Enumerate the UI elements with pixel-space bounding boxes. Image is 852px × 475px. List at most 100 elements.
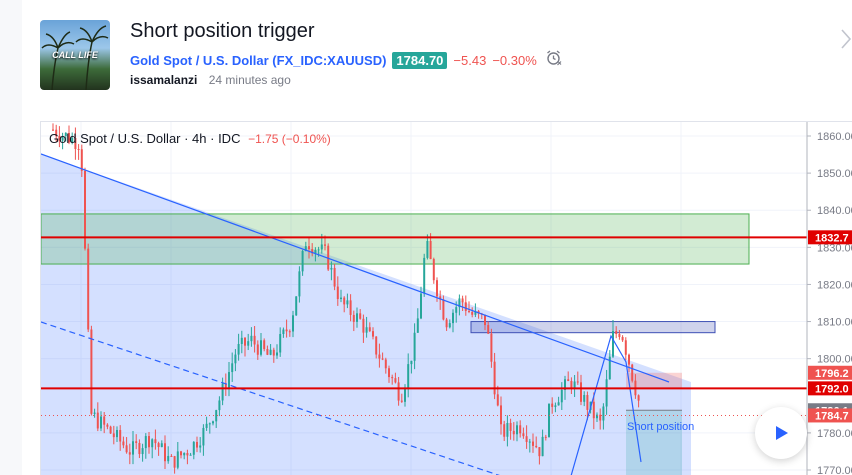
candle-body — [461, 298, 464, 303]
candle-body — [519, 425, 522, 434]
price-badge: 1784.70 — [392, 51, 448, 69]
candle-body — [160, 443, 163, 448]
candle-body — [394, 378, 397, 383]
alarm-clock-icon[interactable] — [545, 49, 562, 71]
candle-body — [407, 364, 410, 388]
candle-body — [90, 329, 93, 414]
candle-body — [292, 315, 294, 332]
candle-body — [605, 379, 608, 407]
candle-body — [256, 344, 259, 355]
candle-body — [410, 360, 413, 365]
candle-body — [64, 132, 67, 136]
candle-body — [580, 382, 582, 402]
candle-body — [180, 451, 182, 456]
candle-body — [196, 441, 198, 448]
dashed-trendline — [41, 321, 500, 475]
play-button[interactable] — [755, 407, 807, 459]
price-label: 1792.0 — [815, 383, 849, 395]
price-change: −5.43 — [453, 52, 487, 68]
candle-body — [260, 340, 262, 355]
price-label-bg — [808, 381, 852, 396]
candle-body — [618, 334, 621, 337]
author-name[interactable]: issamalanzi — [130, 73, 198, 87]
candle-body — [391, 377, 394, 379]
candle-body — [173, 456, 176, 468]
idea-thumbnail[interactable]: CALL LIFE — [40, 20, 110, 90]
idea-title[interactable]: Short position trigger — [130, 20, 315, 42]
candle-body — [125, 445, 128, 453]
candle-body — [506, 422, 509, 437]
candle-body — [154, 439, 157, 444]
symbol-line: Gold Spot / U.S. Dollar (FX_IDC:XAUUSD) … — [130, 49, 562, 71]
symbol-name-link[interactable]: Gold Spot / U.S. Dollar (FX_IDC:XAUUSD) — [130, 53, 386, 68]
candle-body — [471, 311, 474, 315]
projection-path — [570, 334, 642, 475]
candle-body — [378, 354, 381, 359]
resistance-trendline — [41, 153, 670, 383]
price-axis-label: 1780.00 — [817, 428, 852, 440]
candle-body — [624, 340, 627, 355]
chart-snapshot[interactable]: Short position 1860.00 1850.00 1840.00 1830.… — [40, 121, 852, 475]
candle-body — [429, 241, 432, 260]
candle-body — [218, 400, 221, 411]
candle-body — [509, 422, 512, 431]
candle-body — [141, 448, 144, 455]
candle-body — [573, 381, 576, 389]
idea-card: CALL LIFE Short position trigger Gold Sp… — [22, 0, 852, 475]
candle-body — [384, 359, 387, 369]
chart-legend-change: −1.75 (−0.10%) — [248, 132, 331, 146]
candle-body — [621, 336, 624, 341]
candle-body — [279, 334, 282, 353]
candle-body — [244, 337, 246, 346]
candle-body — [285, 329, 288, 332]
symbol-ticker: (FX_IDC:XAUUSD) — [272, 52, 387, 68]
candle-body — [615, 331, 618, 335]
candle-body — [532, 441, 534, 446]
published-time: 24 minutes ago — [208, 73, 291, 87]
price-axis-label: 1840.00 — [817, 205, 852, 217]
candle-body — [106, 424, 109, 427]
candle-body — [298, 271, 301, 297]
candle-body — [554, 405, 557, 407]
candle-body — [80, 149, 83, 171]
candle-body — [445, 319, 448, 328]
candle-body — [592, 401, 595, 419]
candle-body — [564, 379, 566, 390]
candle-body — [452, 312, 454, 324]
candle-body — [138, 442, 141, 455]
candle-body — [276, 352, 278, 356]
candle-body — [93, 412, 96, 414]
candle-body — [266, 349, 269, 355]
candle-body — [234, 354, 237, 364]
candle-body — [631, 364, 634, 381]
candle-body — [487, 325, 490, 334]
candle-body — [503, 424, 506, 437]
candle-body — [295, 296, 298, 316]
candle-body — [356, 313, 358, 322]
candle-body — [336, 286, 339, 300]
palm-trees-image — [41, 25, 109, 90]
candle-body — [544, 436, 547, 438]
candle-body — [602, 406, 605, 421]
candle-body — [599, 414, 602, 421]
candle-body — [128, 452, 131, 455]
candle-body — [359, 313, 362, 319]
candle-body — [516, 425, 518, 435]
candle-body — [541, 436, 544, 457]
candle-body — [221, 383, 224, 401]
candle-body — [432, 259, 435, 281]
candle-body — [74, 137, 77, 149]
candle-body — [263, 340, 266, 350]
candle-body — [484, 314, 486, 326]
candle-body — [317, 249, 320, 251]
candle-body — [551, 403, 554, 407]
candle-body — [77, 148, 80, 150]
candle-body — [301, 250, 304, 272]
candle-body — [535, 445, 538, 448]
chevron-right-icon[interactable] — [838, 24, 852, 54]
candle-body — [202, 427, 205, 446]
candle-body — [212, 421, 214, 424]
candle-body — [308, 246, 310, 250]
candle-body — [468, 310, 470, 312]
price-axis-label: 1810.00 — [817, 317, 852, 329]
